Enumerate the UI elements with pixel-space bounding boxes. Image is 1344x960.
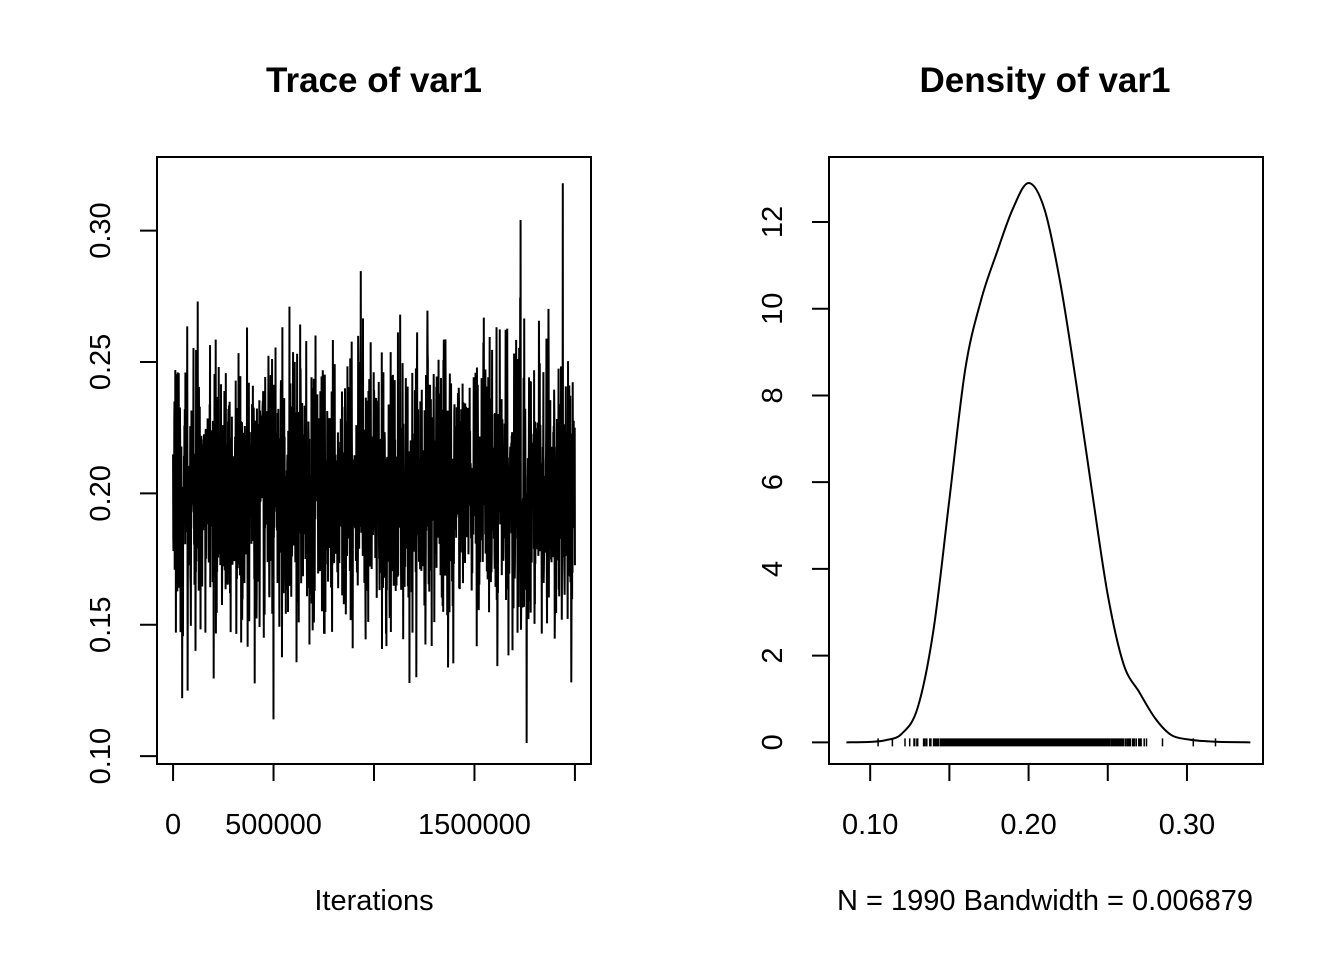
- trace-y-axis: 0.10 0.15 0.20 0.25 0.30: [85, 202, 158, 784]
- trace-y-tick-label: 0.25: [85, 334, 117, 390]
- density-y-tick-label: 6: [757, 474, 789, 490]
- trace-x-axis-label: Iterations: [314, 885, 433, 917]
- density-y-tick-label: 0: [757, 734, 789, 750]
- density-plot-frame: [828, 156, 1264, 765]
- trace-x-tick-label: 1500000: [418, 809, 531, 841]
- density-series-group: [846, 182, 1251, 744]
- trace-x-tick-label: 0: [165, 809, 181, 841]
- trace-title: Trace of var1: [266, 61, 482, 100]
- trace-series-group: [172, 183, 576, 743]
- trace-y-tick-label: 0.10: [85, 728, 117, 784]
- density-rug-group: [877, 738, 1217, 747]
- trace-x-tick-label: 500000: [225, 809, 322, 841]
- density-y-axis: 0 2 4 6 8 10 12: [757, 206, 830, 750]
- density-x-axis: 0.10 0.20 0.30: [842, 763, 1215, 841]
- density-y-tick-label: 4: [757, 561, 789, 577]
- density-panel: Density of var1 0.10 0.20 0.30 0 2 4 6 8 10 12 N…: [757, 61, 1264, 917]
- density-y-tick-label: 10: [757, 293, 789, 325]
- trace-y-tick-label: 0.20: [85, 465, 117, 521]
- trace-y-tick-label: 0.30: [85, 202, 117, 258]
- density-rug-marks: [877, 738, 1217, 747]
- density-x-tick-label: 0.10: [842, 809, 898, 841]
- trace-x-axis: 0 500000 1500000: [165, 763, 576, 841]
- trace-panel: Trace of var1 0 500000 1500000 0.10 0.15 0.2…: [85, 61, 592, 917]
- density-title: Density of var1: [920, 61, 1171, 100]
- density-y-tick-label: 12: [757, 206, 789, 238]
- density-curve: [846, 182, 1251, 744]
- density-y-tick-label: 8: [757, 387, 789, 403]
- trace-series-line: [172, 183, 576, 743]
- density-x-tick-label: 0.20: [1000, 809, 1056, 841]
- density-x-axis-label: N = 1990 Bandwidth = 0.006879: [837, 885, 1253, 917]
- trace-y-tick-label: 0.15: [85, 597, 117, 653]
- density-y-tick-label: 2: [757, 648, 789, 664]
- density-x-tick-label: 0.30: [1159, 809, 1215, 841]
